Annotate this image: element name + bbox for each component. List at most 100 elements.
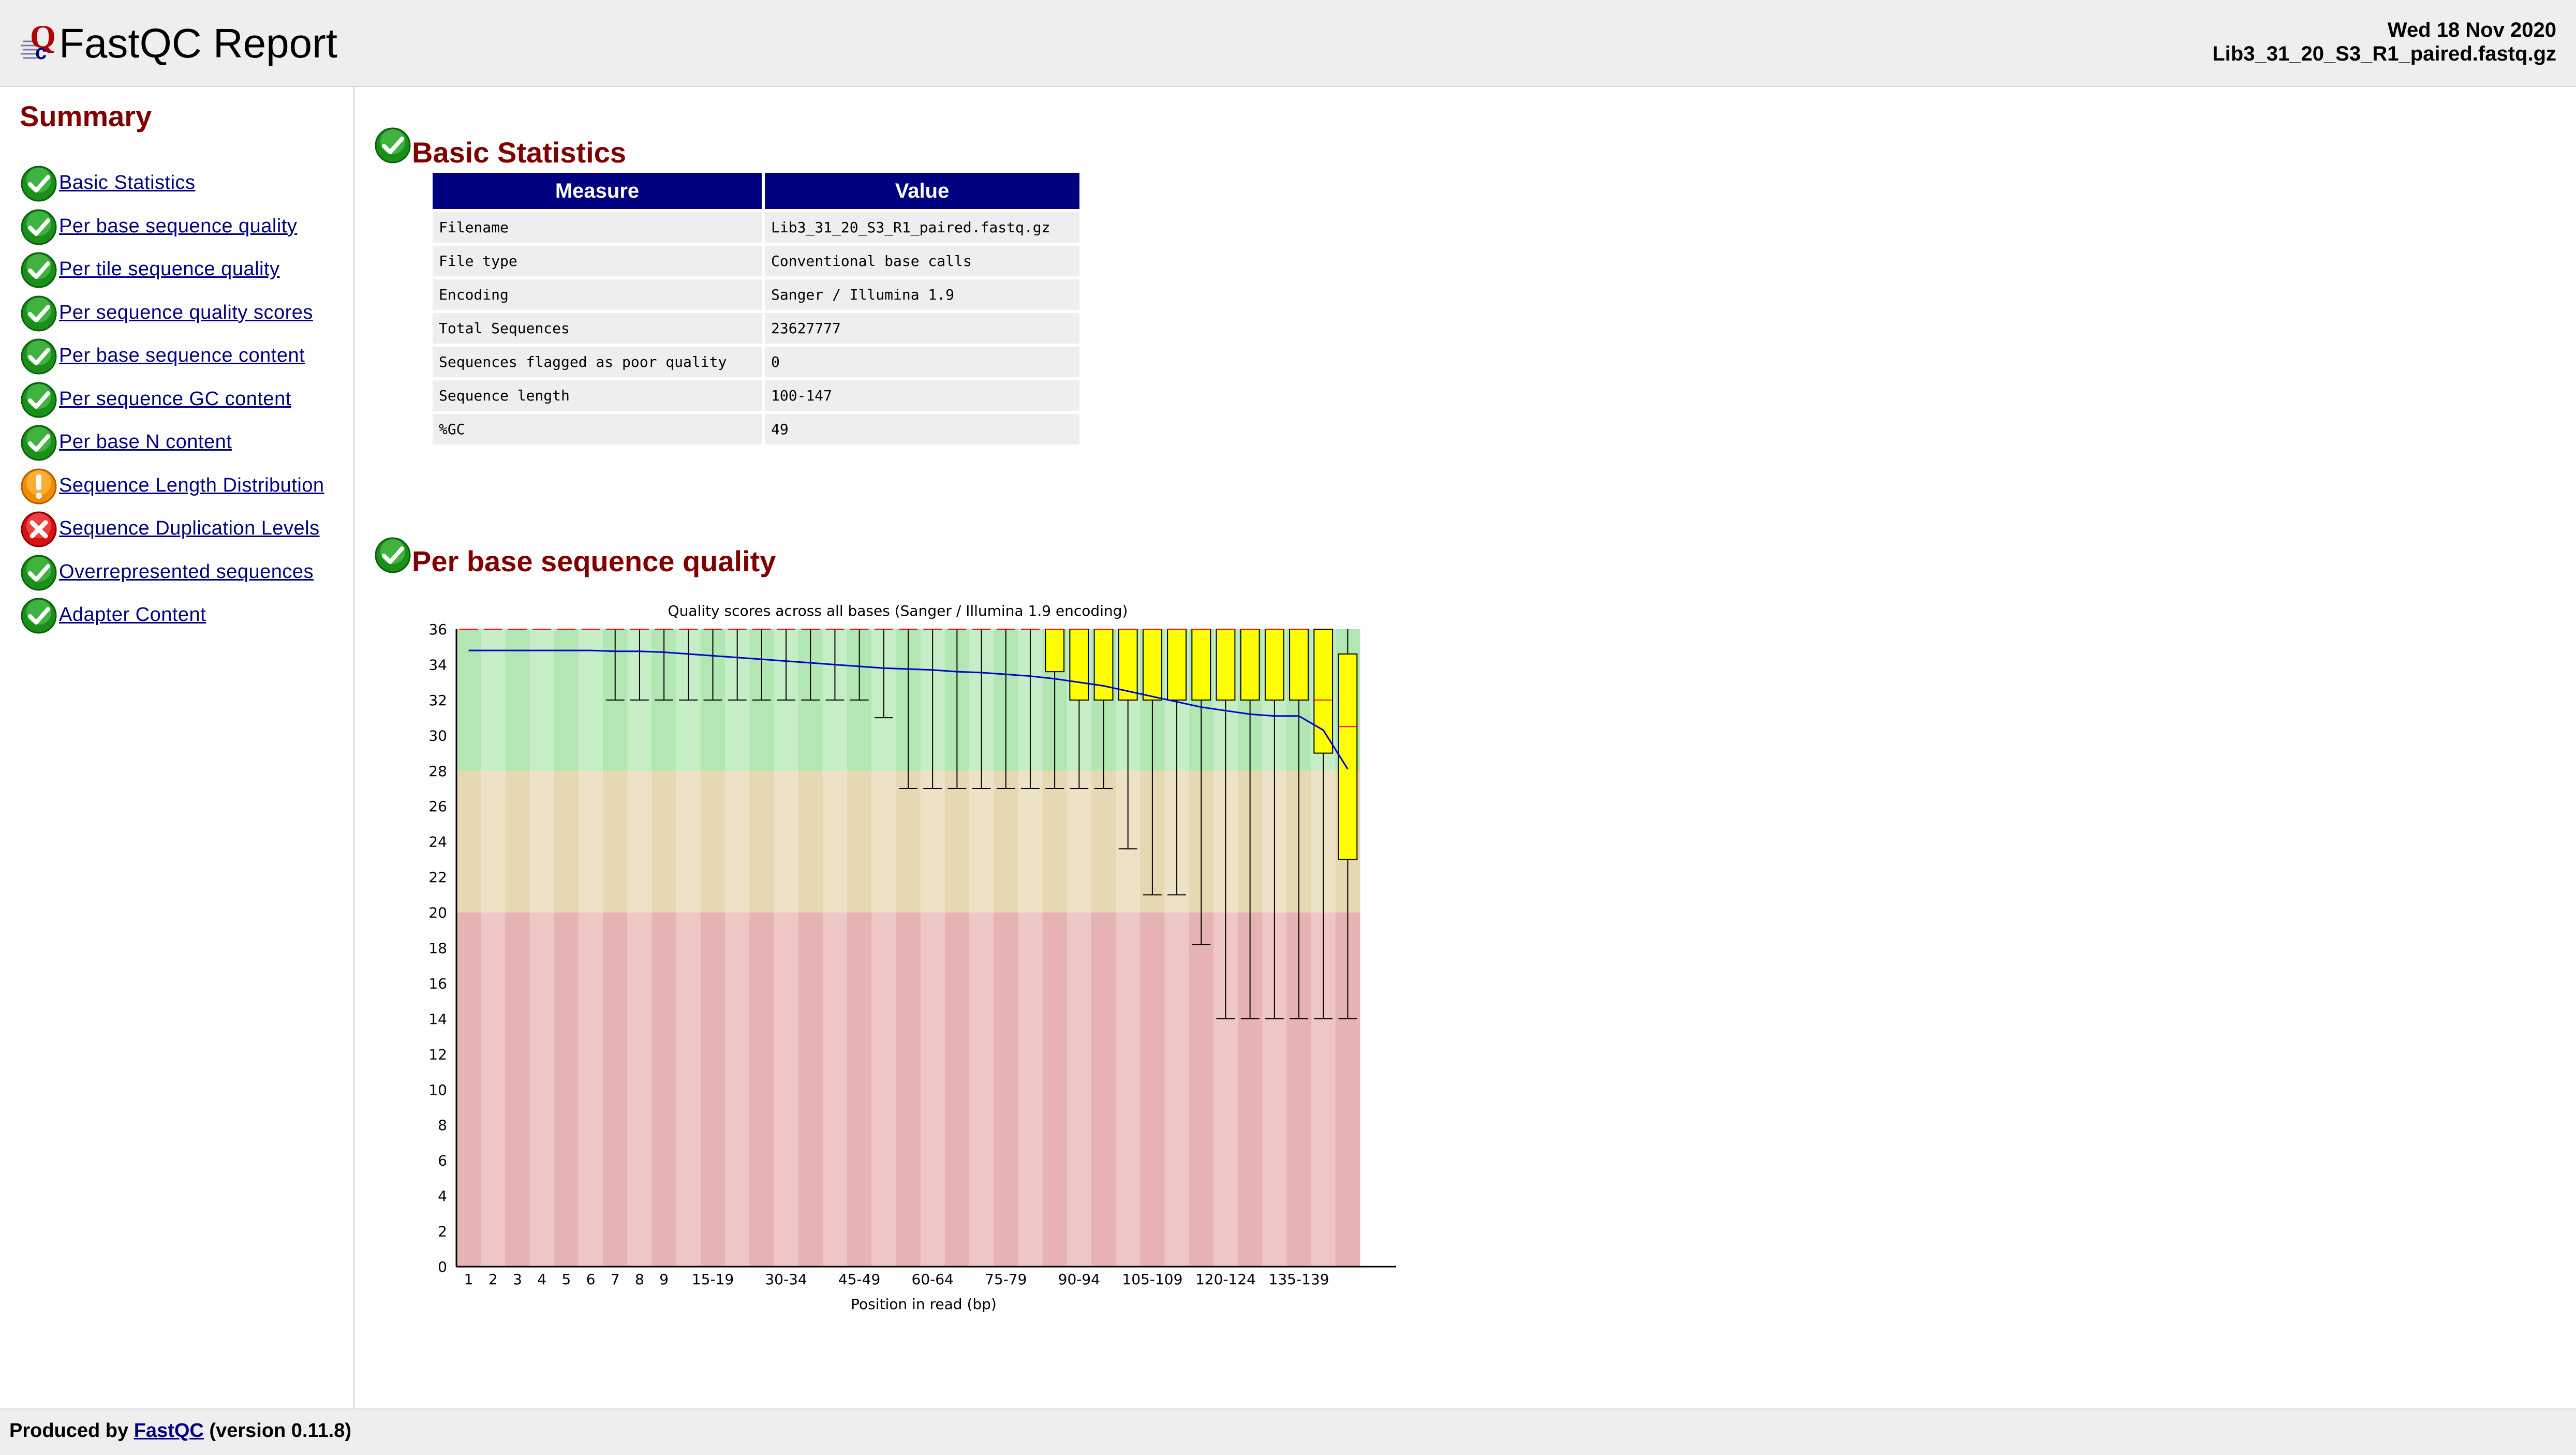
summary-link[interactable]: Per base sequence quality [59, 215, 298, 237]
summary-link[interactable]: Per sequence GC content [59, 388, 291, 410]
zone-reasonable-stripe [1042, 770, 1068, 913]
zone-poor-stripe [994, 912, 1018, 1267]
zone-reasonable-stripe [578, 770, 603, 913]
zone-poor-stripe [725, 912, 750, 1267]
summary-item[interactable]: Per base sequence quality [20, 208, 351, 247]
summary-link[interactable]: Adapter Content [59, 604, 206, 626]
zone-poor-stripe [871, 912, 896, 1267]
quality-chart: Quality scores across all bases (Sanger … [398, 593, 1413, 1328]
zone-reasonable-stripe [1091, 770, 1116, 913]
value-cell: 23627777 [765, 313, 1079, 344]
summary-item[interactable]: Adapter Content [20, 597, 351, 636]
zone-good-stripe [505, 629, 530, 771]
warning-icon [21, 468, 57, 504]
table-row: Sequence length 100-147 [433, 380, 1079, 411]
footer-text: Produced by FastQC (version 0.11.8) [9, 1420, 351, 1442]
zone-reasonable-stripe [725, 770, 750, 913]
x-tick-label: 30-34 [765, 1271, 807, 1288]
measure-cell: Encoding [433, 279, 762, 310]
zone-poor-stripe [1116, 912, 1141, 1267]
summary-item[interactable]: Overrepresented sequences [20, 554, 351, 593]
x-tick-label: 6 [586, 1271, 596, 1288]
summary-link[interactable]: Per base N content [59, 431, 232, 453]
summary-item[interactable]: Per base N content [20, 424, 351, 463]
y-tick-label: 36 [428, 621, 447, 638]
summary-link[interactable]: Sequence Duplication Levels [59, 517, 320, 539]
quartile-box [1289, 629, 1309, 701]
summary-sidebar: Summary Basic Statistics Per base sequenc… [0, 87, 355, 1408]
value-cell: Sanger / Illumina 1.9 [765, 279, 1079, 310]
quartile-box [1240, 629, 1260, 701]
pass-check-icon [21, 166, 57, 202]
y-tick-label: 16 [428, 975, 447, 992]
y-tick-label: 6 [438, 1152, 447, 1169]
summary-title: Summary [20, 100, 152, 132]
y-tick-label: 12 [428, 1046, 447, 1063]
summary-link[interactable]: Per tile sequence quality [59, 258, 280, 280]
app-title: FastQC Report [59, 20, 337, 66]
x-tick-label: 1 [464, 1271, 473, 1288]
quartile-box [1264, 629, 1284, 701]
y-tick-label: 20 [428, 904, 447, 922]
x-tick-label: 7 [611, 1271, 620, 1288]
summary-item[interactable]: Per tile sequence quality [20, 251, 351, 290]
zone-poor-stripe [749, 912, 774, 1267]
value-cell: 0 [765, 347, 1079, 377]
measure-cell: File type [433, 246, 762, 276]
zone-reasonable-stripe [554, 770, 579, 913]
zone-reasonable-stripe [676, 770, 701, 913]
zone-poor-stripe [529, 912, 555, 1267]
summary-link[interactable]: Basic Statistics [59, 172, 196, 194]
zone-poor-stripe [1189, 912, 1214, 1267]
quartile-box [1142, 629, 1162, 701]
summary-item[interactable]: Per base sequence content [20, 337, 351, 377]
quartile-box [1338, 653, 1358, 860]
zone-poor-stripe [676, 912, 701, 1267]
x-tick-label: 4 [537, 1271, 546, 1288]
y-tick-label: 14 [428, 1011, 447, 1028]
zone-reasonable-stripe [700, 770, 726, 913]
basic-statistics-title: Basic Statistics [412, 136, 626, 169]
report-header: Q c FastQC Report Wed 18 Nov 2020 Lib3_3… [0, 0, 2576, 87]
quartile-box [1045, 629, 1065, 673]
zone-poor-stripe [1018, 912, 1043, 1267]
zone-reasonable-stripe [920, 770, 945, 913]
y-tick-label: 28 [428, 763, 447, 780]
quartile-box [1313, 629, 1334, 754]
zone-poor-stripe [1140, 912, 1165, 1267]
zone-poor-stripe [627, 912, 653, 1267]
fastqc-logo-icon: Q c [21, 18, 56, 62]
summary-link[interactable]: Overrepresented sequences [59, 560, 314, 583]
summary-link[interactable]: Per base sequence content [59, 345, 305, 366]
zone-poor-stripe [822, 912, 848, 1267]
summary-link[interactable]: Sequence Length Distribution [59, 474, 324, 496]
x-tick-label: 120-124 [1195, 1271, 1256, 1288]
zone-reasonable-stripe [847, 770, 872, 913]
fail-cross-icon [21, 511, 57, 547]
y-tick-label: 30 [428, 727, 447, 744]
zone-poor-stripe [920, 912, 945, 1267]
x-tick-label: 9 [659, 1271, 669, 1288]
summary-item[interactable]: Sequence Duplication Levels [20, 510, 351, 550]
x-tick-label: 8 [635, 1271, 644, 1288]
fastqc-link[interactable]: FastQC [134, 1420, 204, 1442]
x-tick-label: 3 [513, 1271, 522, 1288]
quartile-box [1069, 629, 1089, 701]
summary-item[interactable]: Basic Statistics [20, 165, 351, 204]
pass-check-icon [21, 598, 57, 634]
zone-reasonable-stripe [652, 770, 677, 913]
zone-reasonable-stripe [798, 770, 823, 913]
summary-item[interactable]: Sequence Length Distribution [20, 467, 351, 507]
zone-reasonable-stripe [529, 770, 555, 913]
zone-poor-stripe [481, 912, 506, 1267]
zone-poor-stripe [969, 912, 994, 1267]
y-tick-label: 0 [438, 1258, 447, 1275]
pass-check-icon [375, 127, 411, 164]
summary-link[interactable]: Per sequence quality scores [59, 301, 313, 323]
summary-item[interactable]: Per sequence GC content [20, 381, 351, 420]
zone-good-stripe [481, 629, 506, 771]
summary-item[interactable]: Per sequence quality scores [20, 294, 351, 334]
value-cell: Conventional base calls [765, 246, 1079, 276]
mean-line [468, 649, 1349, 770]
quartile-box [1093, 629, 1114, 701]
